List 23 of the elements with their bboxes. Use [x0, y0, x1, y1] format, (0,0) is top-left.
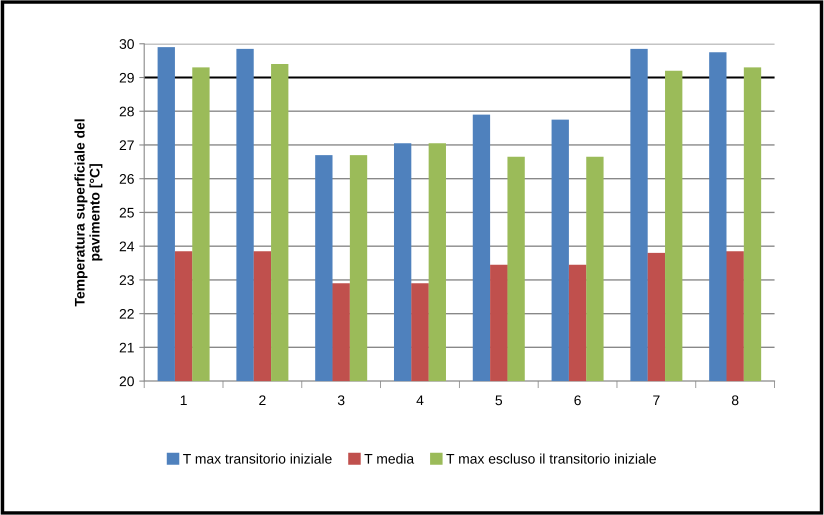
- y-tick-label: 30: [120, 39, 134, 49]
- legend-label: T max transitorio iniziale: [183, 454, 332, 464]
- x-tick-label: 2: [259, 395, 266, 406]
- y-tick-label: 25: [120, 208, 134, 218]
- y-tick-label: 20: [120, 376, 134, 386]
- y-tick-label: 24: [120, 242, 134, 252]
- y-tick-label: 23: [120, 275, 134, 286]
- x-tick-label: 8: [732, 395, 738, 406]
- y-tick-label: 29: [120, 72, 134, 83]
- legend-label: T max escluso il transitorio iniziale: [446, 454, 656, 464]
- x-tick-label: 5: [495, 396, 502, 406]
- y-tick-label: 22: [120, 308, 134, 319]
- y-tick-label: 21: [120, 342, 134, 352]
- y-tick-label: 27: [120, 140, 134, 150]
- x-tick-label: 6: [574, 395, 581, 406]
- x-tick-label: 7: [653, 396, 660, 406]
- x-tick-label: 3: [338, 395, 344, 406]
- x-tick-label: 4: [416, 396, 424, 406]
- y-tick-label: 26: [120, 174, 134, 184]
- y-axis-title: Temperatura superficiale del pavimento [°C]: [74, 119, 102, 306]
- y-tick-label: 28: [120, 106, 134, 116]
- x-tick-label: 1: [180, 396, 187, 406]
- legend-label: T media: [364, 454, 414, 464]
